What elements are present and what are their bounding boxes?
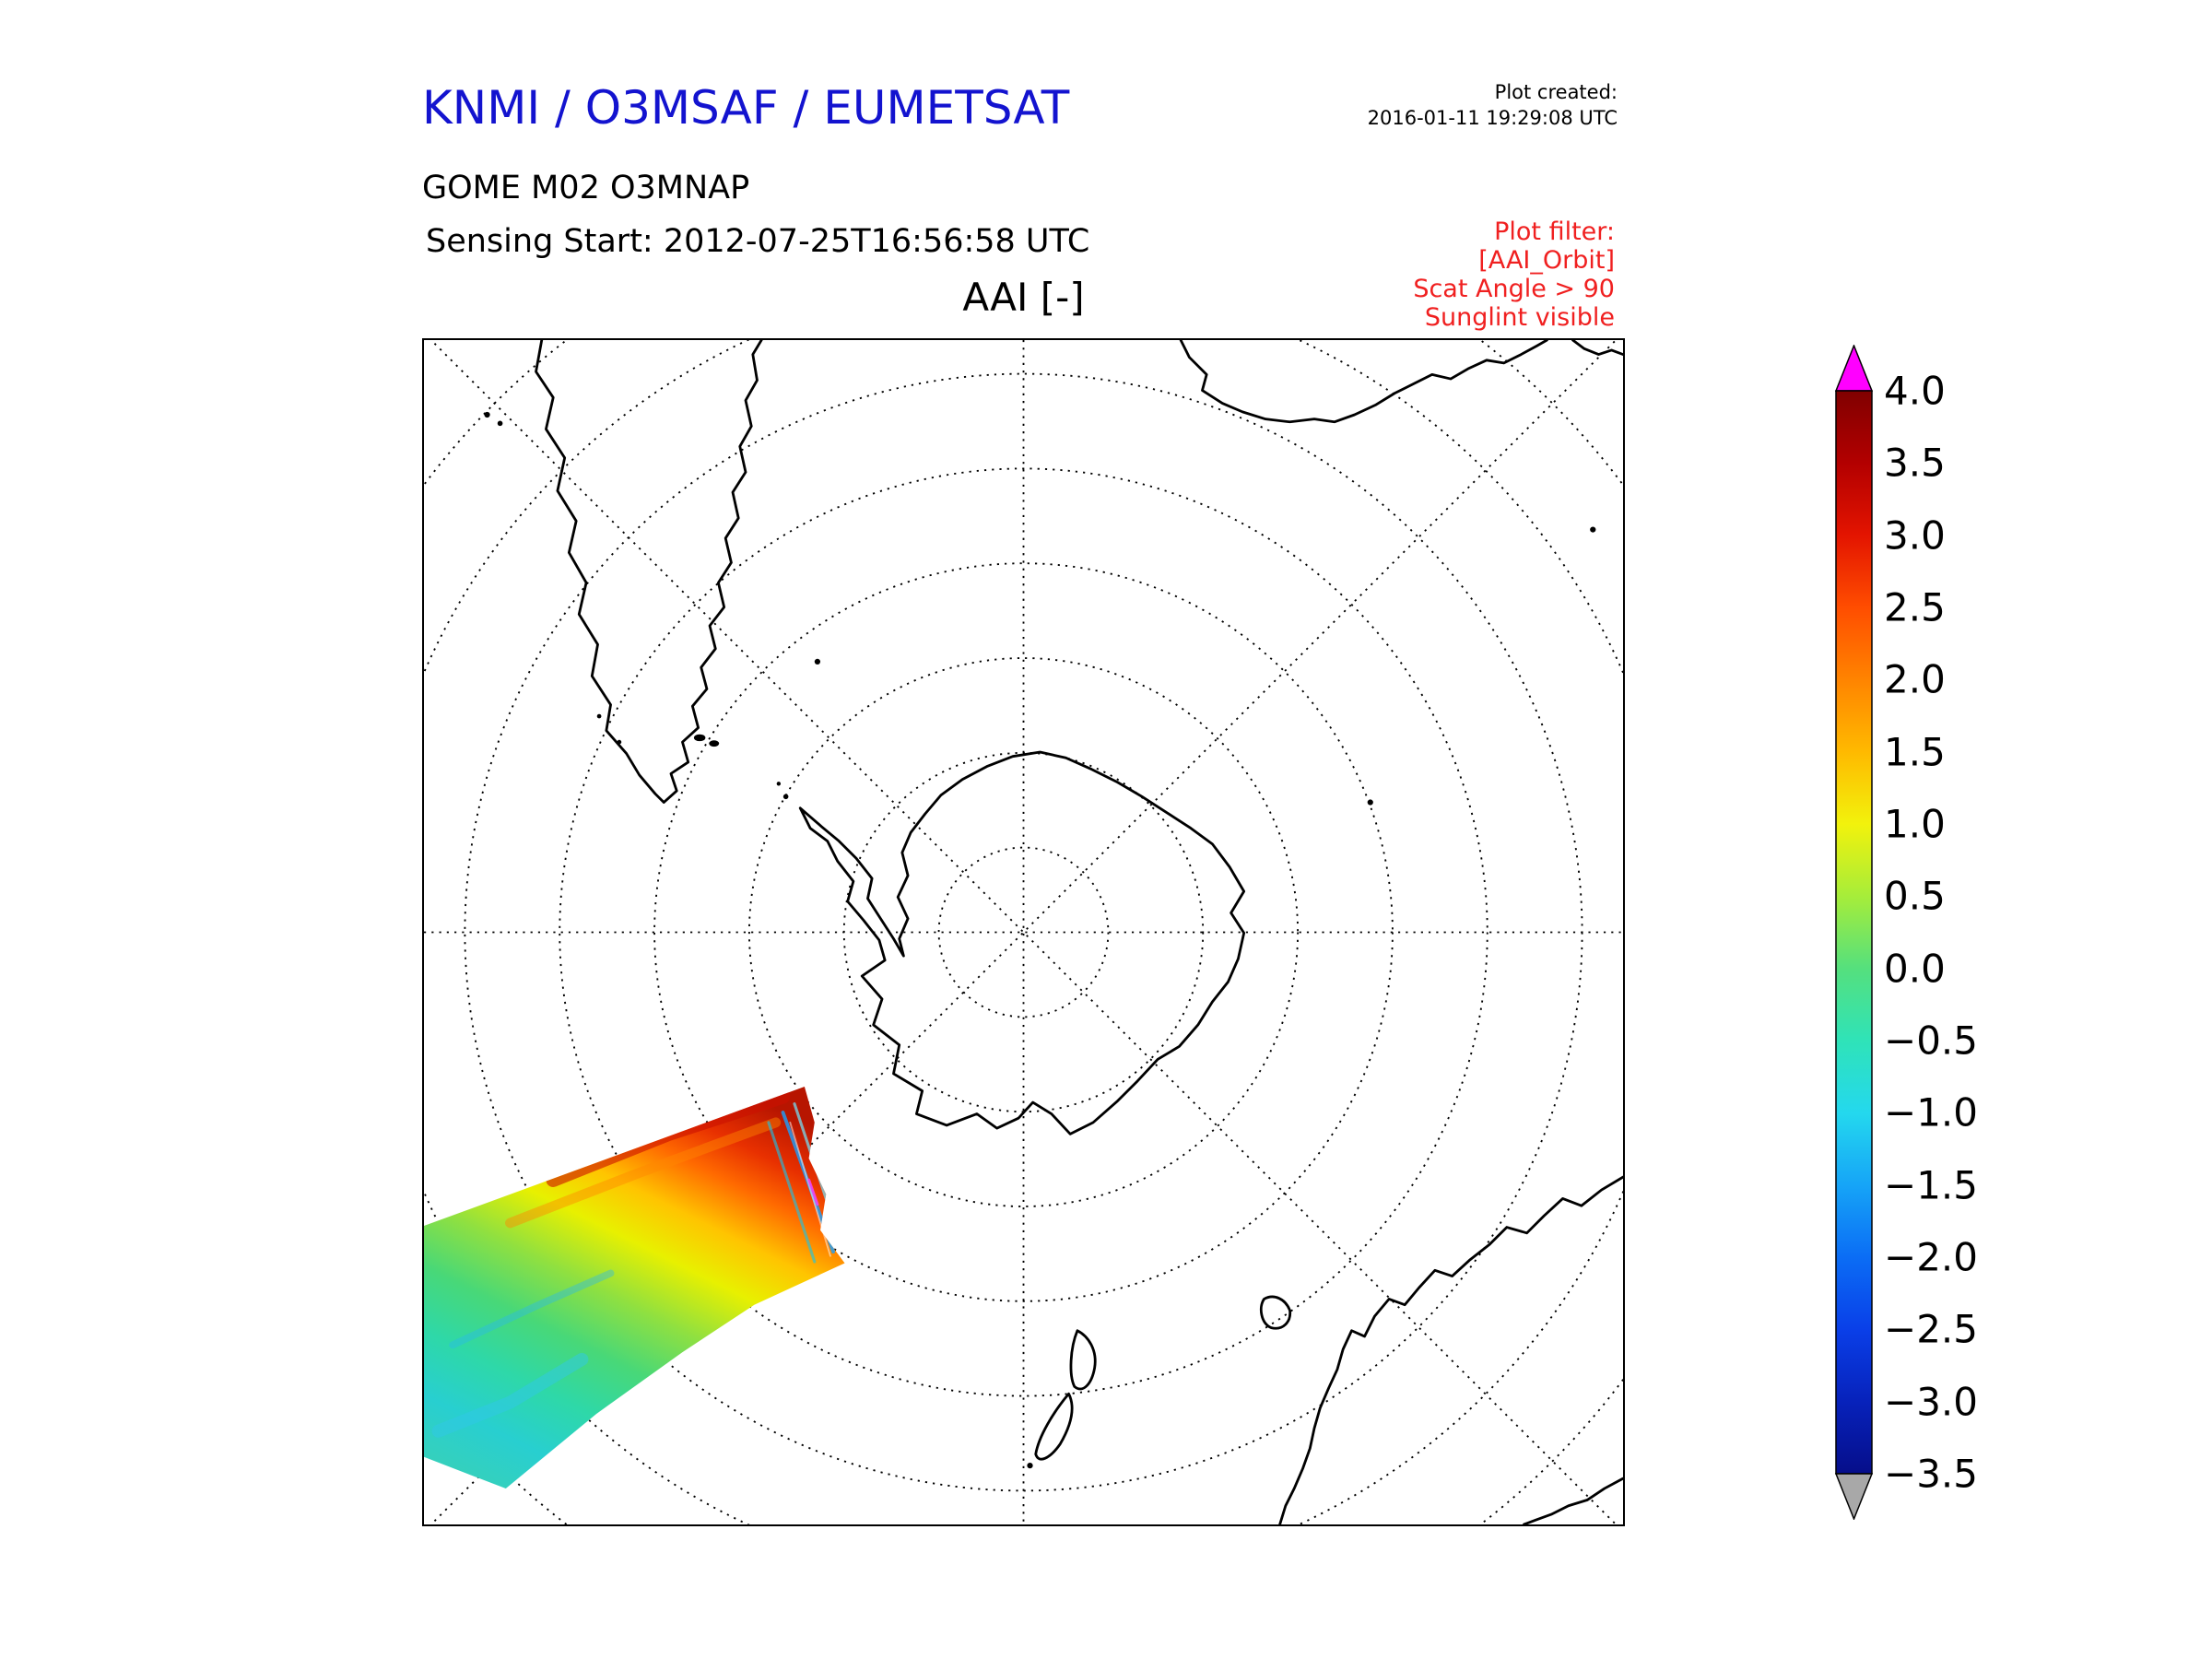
island-dot <box>1367 799 1373 806</box>
swath-cyan-patch <box>431 1352 589 1438</box>
sensing-start: Sensing Start: 2012-07-25T16:56:58 UTC <box>426 223 1090 260</box>
antarctica-coastline <box>798 750 1246 1135</box>
page-title: KNMI / O3MSAF / EUMETSAT <box>422 81 1070 135</box>
colorbar-tick-label: 0.5 <box>1884 873 1946 919</box>
plot-filter-orbit: [AAI_Orbit] <box>1478 246 1615 276</box>
plot-created-block: Plot created: 2016-01-11 19:29:08 UTC <box>1368 79 1618 132</box>
plot-created-label: Plot created: <box>1494 81 1618 103</box>
colorbar-tick-label: 2.5 <box>1884 584 1946 630</box>
tasmania-coastline <box>1259 1295 1292 1330</box>
falkland-islands <box>709 740 720 747</box>
island-dot <box>617 739 622 745</box>
colorbar-tick-label: 4.0 <box>1884 368 1946 414</box>
map-plot-area <box>422 338 1625 1526</box>
colorbar-tick-label: 1.5 <box>1884 729 1946 775</box>
colorbar-over-arrow <box>1835 345 1873 392</box>
colorbar-under-arrow <box>1835 1473 1873 1520</box>
new-zealand-south-island <box>1034 1392 1074 1461</box>
colorbar-tick-label: −0.5 <box>1884 1018 1978 1064</box>
colorbar-tick-label: −3.0 <box>1884 1379 1978 1425</box>
island-dot <box>596 713 602 719</box>
africa-corner-coastline <box>1571 340 1623 356</box>
island-dot <box>776 782 782 786</box>
falkland-islands <box>693 734 706 742</box>
colorbar <box>1835 345 1873 1520</box>
aai-swath <box>424 1086 845 1489</box>
product-name: GOME M02 O3MNAP <box>422 170 750 206</box>
africa-coastline <box>1179 340 1548 424</box>
island-dot <box>782 794 789 800</box>
colorbar-tick-label: 2.0 <box>1884 656 1946 702</box>
graticule-circle <box>559 467 1488 1397</box>
coastlines <box>535 340 1623 1524</box>
swath-orange-streak <box>505 1117 782 1229</box>
graticule-circle <box>747 657 1300 1207</box>
south-america-coastline <box>535 340 763 804</box>
plot-filter-label: Plot filter: <box>1494 218 1615 246</box>
colorbar-tick-label: 0.0 <box>1884 946 1946 992</box>
swath-cyan-patch <box>449 1269 615 1349</box>
colorbar-tick-label: −2.0 <box>1884 1234 1978 1280</box>
plot-created-timestamp: 2016-01-11 19:29:08 UTC <box>1367 107 1618 130</box>
island-dot <box>497 420 503 427</box>
island-dot <box>1590 526 1596 533</box>
australia-coastline <box>1278 1175 1623 1524</box>
colorbar-tick-label: 1.0 <box>1884 801 1946 847</box>
small-islands <box>484 411 1596 1469</box>
plot-title: AAI [-] <box>962 275 1085 320</box>
colorbar-tick-label: 3.5 <box>1884 440 1946 486</box>
plot-filter-scat-angle: Scat Angle > 90 <box>1413 275 1615 304</box>
polar-map-svg <box>424 340 1623 1524</box>
australia-corner-coastline <box>1523 1477 1623 1524</box>
aai-swath-band <box>424 1086 845 1489</box>
colorbar-gradient <box>1835 390 1873 1475</box>
colorbar-tick-labels: 4.0 3.5 3.0 2.5 2.0 1.5 1.0 0.5 0.0 −0.5 −1.0 −1.5 −… <box>1884 369 2041 1497</box>
colorbar-tick-label: −2.5 <box>1884 1306 1978 1352</box>
colorbar-tick-label: 3.0 <box>1884 512 1946 559</box>
colorbar-tick-label: −3.5 <box>1884 1451 1978 1497</box>
graticule-circle <box>937 846 1110 1018</box>
new-zealand-north-island <box>1069 1329 1097 1391</box>
island-dot <box>484 411 490 418</box>
plot-filter-block: Plot filter: [AAI_Orbit] Scat Angle > 90… <box>1413 218 1615 332</box>
swath-edge-streak <box>767 1121 817 1264</box>
swath-edge-streak <box>807 1178 819 1206</box>
island-dot <box>1027 1463 1033 1469</box>
island-dot <box>814 658 821 665</box>
colorbar-tick-label: −1.0 <box>1884 1089 1978 1135</box>
plot-filter-sunglint: Sunglint visible <box>1424 303 1615 333</box>
colorbar-tick-label: −1.5 <box>1884 1162 1978 1208</box>
